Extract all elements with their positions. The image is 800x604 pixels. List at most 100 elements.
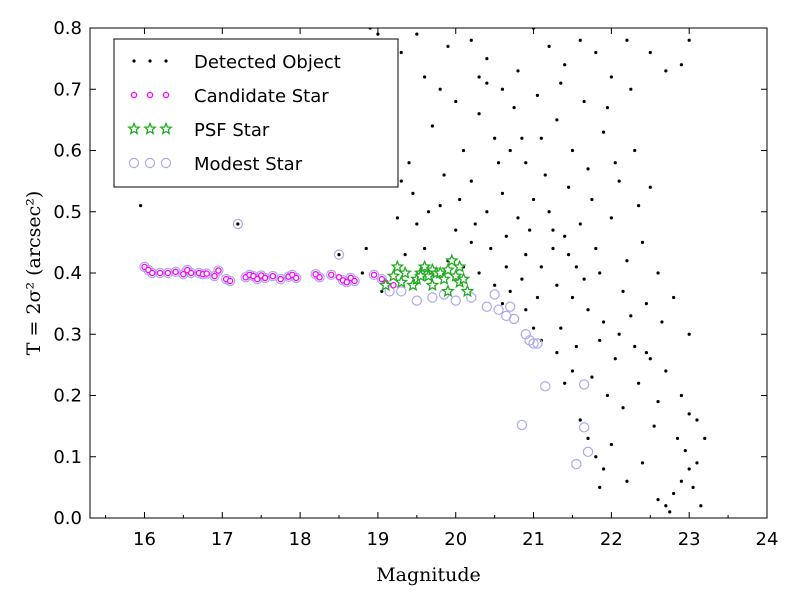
point-candidate-star [351, 277, 358, 285]
point-detected-object [493, 136, 497, 140]
point-detected-object [574, 344, 578, 349]
point-psf-star [398, 265, 413, 279]
point-detected-object [520, 136, 524, 140]
y-axis-label: T = 2σ² (arcsec²) [23, 191, 45, 356]
point-candidate-star [261, 274, 269, 282]
point-modest-star [508, 313, 520, 325]
point-detected-object [578, 38, 582, 42]
data-points [138, 28, 707, 514]
point-modest-star [368, 269, 380, 281]
point-detected-object [477, 112, 481, 116]
point-detected-object [485, 57, 489, 61]
point-detected-object [625, 38, 629, 42]
point-detected-object [664, 369, 668, 373]
point-psf-star [444, 253, 459, 267]
point-detected-object [442, 173, 446, 177]
point-modest-star [333, 249, 345, 260]
point-detected-object [551, 228, 555, 232]
point-detected-object [656, 498, 660, 502]
point-detected-object [399, 179, 403, 183]
point-psf-star [386, 268, 401, 282]
point-detected-object [403, 253, 407, 257]
point-candidate-star [343, 278, 351, 286]
point-detected-object [566, 185, 571, 189]
point-modest-star [481, 301, 493, 312]
point-detected-object [683, 449, 687, 453]
point-candidate-star [254, 275, 261, 283]
point-detected-object [672, 295, 676, 300]
y-tick-label: 0.4 [53, 263, 82, 284]
point-detected-object [656, 400, 660, 404]
point-detected-object [609, 442, 613, 447]
point-detected-object [563, 63, 567, 67]
point-detected-object [423, 246, 427, 251]
point-detected-object [679, 63, 684, 67]
point-detected-object [648, 185, 652, 189]
point-detected-object [582, 277, 586, 281]
point-modest-star [516, 419, 528, 431]
legend-marker-detected-object [148, 59, 152, 63]
point-detected-object [703, 436, 707, 440]
point-detected-object [485, 81, 489, 85]
point-detected-object [640, 461, 645, 465]
point-detected-object [629, 87, 633, 91]
point-candidate-star [292, 274, 300, 282]
point-psf-star [441, 262, 455, 276]
point-modest-star [571, 458, 582, 470]
y-tick-label: 0.7 [53, 79, 82, 100]
point-detected-object [524, 308, 528, 312]
point-detected-object [500, 302, 505, 306]
point-modest-star [489, 289, 500, 300]
point-detected-object [500, 191, 505, 195]
point-detected-object [594, 246, 598, 251]
point-detected-object [605, 106, 610, 110]
point-detected-object [380, 289, 384, 293]
x-tick-label: 16 [133, 529, 156, 550]
point-candidate-star [370, 271, 378, 279]
point-detected-object [699, 504, 703, 508]
point-detected-object [524, 253, 528, 257]
point-candidate-star [277, 275, 284, 283]
point-detected-object [672, 491, 676, 496]
series-detected-object [138, 28, 707, 514]
point-detected-object [438, 87, 442, 91]
point-modest-star [532, 338, 543, 349]
point-detected-object [648, 50, 652, 55]
x-tick-label: 18 [289, 529, 312, 550]
legend-marker-psf-star [143, 121, 157, 135]
point-candidate-star [149, 269, 156, 277]
point-detected-object [543, 173, 547, 177]
point-detected-object [516, 216, 520, 220]
point-detected-object [629, 314, 633, 318]
point-detected-object [559, 326, 563, 330]
point-detected-object [423, 75, 427, 79]
point-detected-object [570, 148, 575, 153]
point-detected-object [586, 308, 590, 312]
x-tick-label: 21 [522, 529, 545, 550]
x-axis-ticks: 16 17 18 19 20 21 22 23 24 [105, 28, 778, 550]
point-modest-star [170, 266, 181, 277]
point-psf-star [425, 278, 440, 292]
point-candidate-star [327, 271, 335, 279]
point-modest-star [493, 304, 504, 315]
point-psf-star [452, 259, 467, 273]
point-detected-object [566, 253, 571, 257]
point-detected-object [364, 246, 368, 251]
x-tick-label: 19 [366, 529, 389, 550]
point-detected-object [679, 393, 684, 398]
point-detected-object [360, 271, 364, 275]
series-modest-star [139, 218, 594, 470]
y-tick-label: 0.3 [53, 324, 82, 345]
series-psf-star [378, 253, 475, 298]
point-detected-object [520, 277, 524, 281]
point-detected-object [547, 210, 551, 214]
point-detected-object [337, 253, 341, 257]
point-modest-star [578, 422, 590, 433]
point-detected-object [691, 485, 695, 489]
point-detected-object [512, 106, 516, 110]
y-axis-ticks: 0.0 0.1 0.2 0.3 0.4 0.5 0.6 0.7 0.8 [53, 18, 767, 529]
point-detected-object [637, 204, 641, 208]
point-detected-object [648, 357, 652, 361]
legend-marker-candidate-star [162, 91, 170, 99]
legend-marker-psf-star [159, 121, 173, 135]
